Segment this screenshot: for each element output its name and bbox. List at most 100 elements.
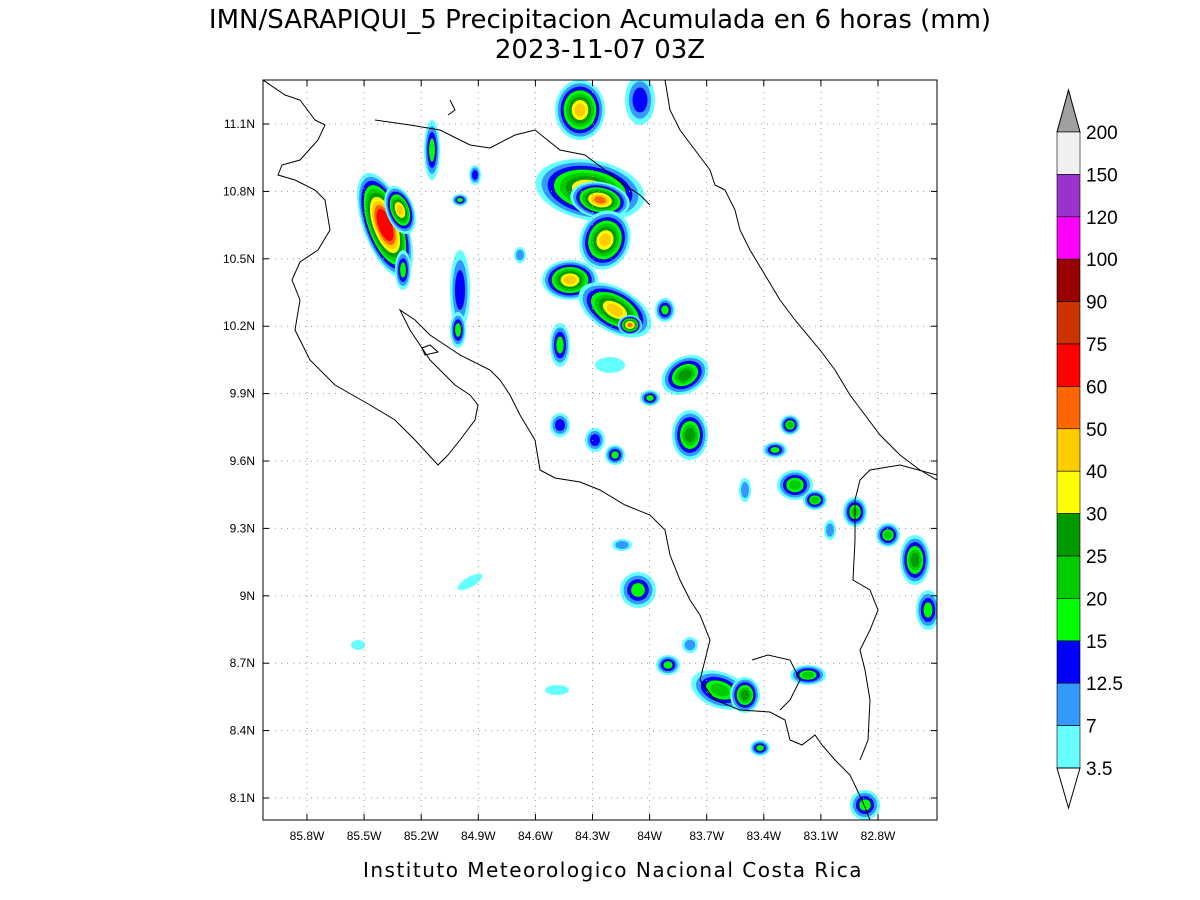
lon-tick-label: 85.8W xyxy=(290,829,325,843)
colorbar-label: 75 xyxy=(1086,335,1107,356)
colorbar-label: 30 xyxy=(1086,505,1107,526)
precip-contour xyxy=(455,270,465,310)
colorbar-label: 20 xyxy=(1086,589,1107,610)
colorbar-box xyxy=(1056,470,1081,514)
precip-contour xyxy=(472,170,478,180)
coastline-caribbean xyxy=(664,80,937,481)
precip-contour xyxy=(595,357,625,373)
colorbar-box xyxy=(1056,428,1081,472)
lat-tick-label: 9N xyxy=(240,589,255,603)
precip-contour xyxy=(786,421,794,429)
precip-contour xyxy=(351,640,365,650)
colorbar-box xyxy=(1056,174,1081,218)
colorbar-label: 90 xyxy=(1086,293,1107,314)
colorbar-bottom-arrow xyxy=(1056,767,1081,810)
grid: 11.1N 10.8N 10.5N 10.2N 9.9N 9.6N 9.3N 9N 8.7N 8.… xyxy=(223,80,937,843)
precip-contour xyxy=(516,249,524,261)
colorbar-box xyxy=(1056,598,1081,642)
colorbar-box xyxy=(1056,513,1081,557)
lat-tick-label: 11.1N xyxy=(224,117,255,131)
precip-contour xyxy=(545,685,569,695)
precip-contour xyxy=(555,419,565,431)
precip-contour xyxy=(457,573,483,591)
lat-tick-label: 9.9N xyxy=(230,387,255,401)
precip-contour xyxy=(710,683,730,697)
lon-tick-label: 84W xyxy=(637,829,662,843)
lon-tick-label: 85.2W xyxy=(404,829,439,843)
precip-contour xyxy=(632,87,648,113)
footer: Instituto Meteorologico Nacional Costa R… xyxy=(363,858,863,882)
colorbar-label: 12.5 xyxy=(1086,674,1123,695)
lon-tick-label: 83.7W xyxy=(689,829,724,843)
precip-contour xyxy=(563,275,577,285)
colorbar-label: 100 xyxy=(1086,250,1118,271)
lat-tick-label: 9.6N xyxy=(230,454,255,468)
precip-contour xyxy=(606,303,624,317)
colorbar-box xyxy=(1056,258,1081,302)
subtitle: 2023-11-07 03Z xyxy=(495,35,705,65)
colorbar-top-arrow xyxy=(1056,88,1081,133)
precip-contour xyxy=(884,531,892,539)
precip-contour xyxy=(396,204,404,216)
colorbar-box xyxy=(1056,640,1081,684)
lat-tick-label: 8.1N xyxy=(230,791,255,805)
colorbar-box xyxy=(1056,343,1081,387)
precip-contour xyxy=(660,304,670,316)
precip-contour xyxy=(662,660,674,670)
lat-tick-label: 9.3N xyxy=(230,521,255,535)
colorbar-box xyxy=(1056,682,1081,726)
precip-contour xyxy=(599,233,611,247)
lat-tick-label: 8.4N xyxy=(230,724,255,738)
colorbar-box xyxy=(1056,386,1081,430)
precip-contour xyxy=(610,450,620,460)
lat-tick-label: 10.5N xyxy=(223,252,255,266)
precip-contour xyxy=(678,369,692,381)
precip-contour xyxy=(630,582,646,598)
colorbar-label: 150 xyxy=(1086,165,1118,186)
border-north xyxy=(374,119,651,206)
precip-contour xyxy=(454,322,462,338)
precip-contour xyxy=(684,639,696,651)
colorbar-box xyxy=(1056,301,1081,345)
colorbar-box xyxy=(1056,216,1081,260)
precip-contour xyxy=(399,261,407,279)
colorbar-label: 200 xyxy=(1086,123,1118,144)
lon-tick-label: 83.1W xyxy=(804,829,839,843)
colorbar-box xyxy=(1056,555,1081,599)
border-south xyxy=(852,464,937,761)
precip-contour xyxy=(826,523,834,537)
colorbar-box xyxy=(1056,725,1081,769)
coastline xyxy=(263,80,871,820)
precip-contour xyxy=(590,434,600,446)
precip-contour xyxy=(428,137,436,163)
precip-contour xyxy=(684,427,696,443)
precip-contour xyxy=(574,103,586,117)
title: IMN/SARAPIQUI_5 Precipitacion Acumulada … xyxy=(209,5,991,35)
precipitation-field xyxy=(351,80,937,820)
lon-tick-label: 84.6W xyxy=(518,829,553,843)
precip-contour xyxy=(627,323,633,327)
lon-tick-label: 84.3W xyxy=(575,829,610,843)
precip-contour xyxy=(740,689,750,701)
precip-contour xyxy=(755,744,765,752)
precip-contour xyxy=(922,601,934,619)
precip-contour xyxy=(615,541,629,549)
precip-contour xyxy=(910,552,920,568)
map-frame xyxy=(262,79,938,821)
colorbar-label: 7 xyxy=(1086,717,1097,738)
precip-contour xyxy=(456,197,464,203)
lat-tick-label: 10.2N xyxy=(223,319,255,333)
precip-contour xyxy=(802,671,814,679)
precip-contour xyxy=(858,798,872,812)
coastlines xyxy=(263,80,937,820)
lon-tick-label: 83.4W xyxy=(746,829,781,843)
colorbar-label: 40 xyxy=(1086,462,1107,483)
precip-contour xyxy=(376,208,394,242)
colorbar-label: 120 xyxy=(1086,208,1118,229)
precip-contour xyxy=(741,482,749,498)
coastline-osa xyxy=(751,654,801,711)
colorbar-label: 3.5 xyxy=(1086,759,1112,780)
precip-contour xyxy=(789,480,801,490)
lat-tick-label: 8.7N xyxy=(230,656,255,670)
lon-tick-label: 84.9W xyxy=(461,829,496,843)
